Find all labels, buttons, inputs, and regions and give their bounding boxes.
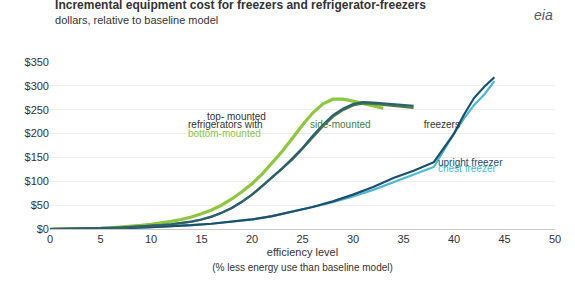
svg-text:freezers: freezers [421,119,460,130]
svg-text:$150: $150 [25,151,49,163]
svg-text:$200: $200 [25,127,49,139]
svg-text:50: 50 [549,233,561,245]
svg-text:$300: $300 [25,80,49,92]
svg-text:bottom-mounted: bottom-mounted [188,128,261,139]
svg-text:10: 10 [145,233,157,245]
svg-text:$250: $250 [25,104,49,116]
svg-text:$0: $0 [37,223,49,235]
svg-text:40: 40 [448,233,460,245]
svg-text:5: 5 [97,233,103,245]
svg-text:refrigerators with: refrigerators with [188,119,265,130]
svg-text:$350: $350 [25,56,49,68]
svg-text:$100: $100 [25,175,49,187]
svg-text:chest freezer: chest freezer [438,163,496,174]
svg-text:$50: $50 [31,199,49,211]
svg-text:30: 30 [347,233,359,245]
svg-text:25: 25 [296,233,308,245]
svg-text:side-mounted: side-mounted [310,119,371,130]
svg-text:0: 0 [47,233,53,245]
svg-text:top- mounted: top- mounted [207,111,266,122]
svg-text:Incremental equipment cost for: Incremental equipment cost for freezers … [55,0,426,26]
svg-text:upright freezer: upright freezer [438,157,503,168]
svg-text:20: 20 [246,233,258,245]
svg-text:eia: eia [534,7,553,23]
svg-text:35: 35 [397,233,409,245]
svg-text:efficiency level(% less energy: efficiency level(% less energy use than … [212,246,393,272]
svg-text:45: 45 [498,233,510,245]
svg-text:15: 15 [195,233,207,245]
